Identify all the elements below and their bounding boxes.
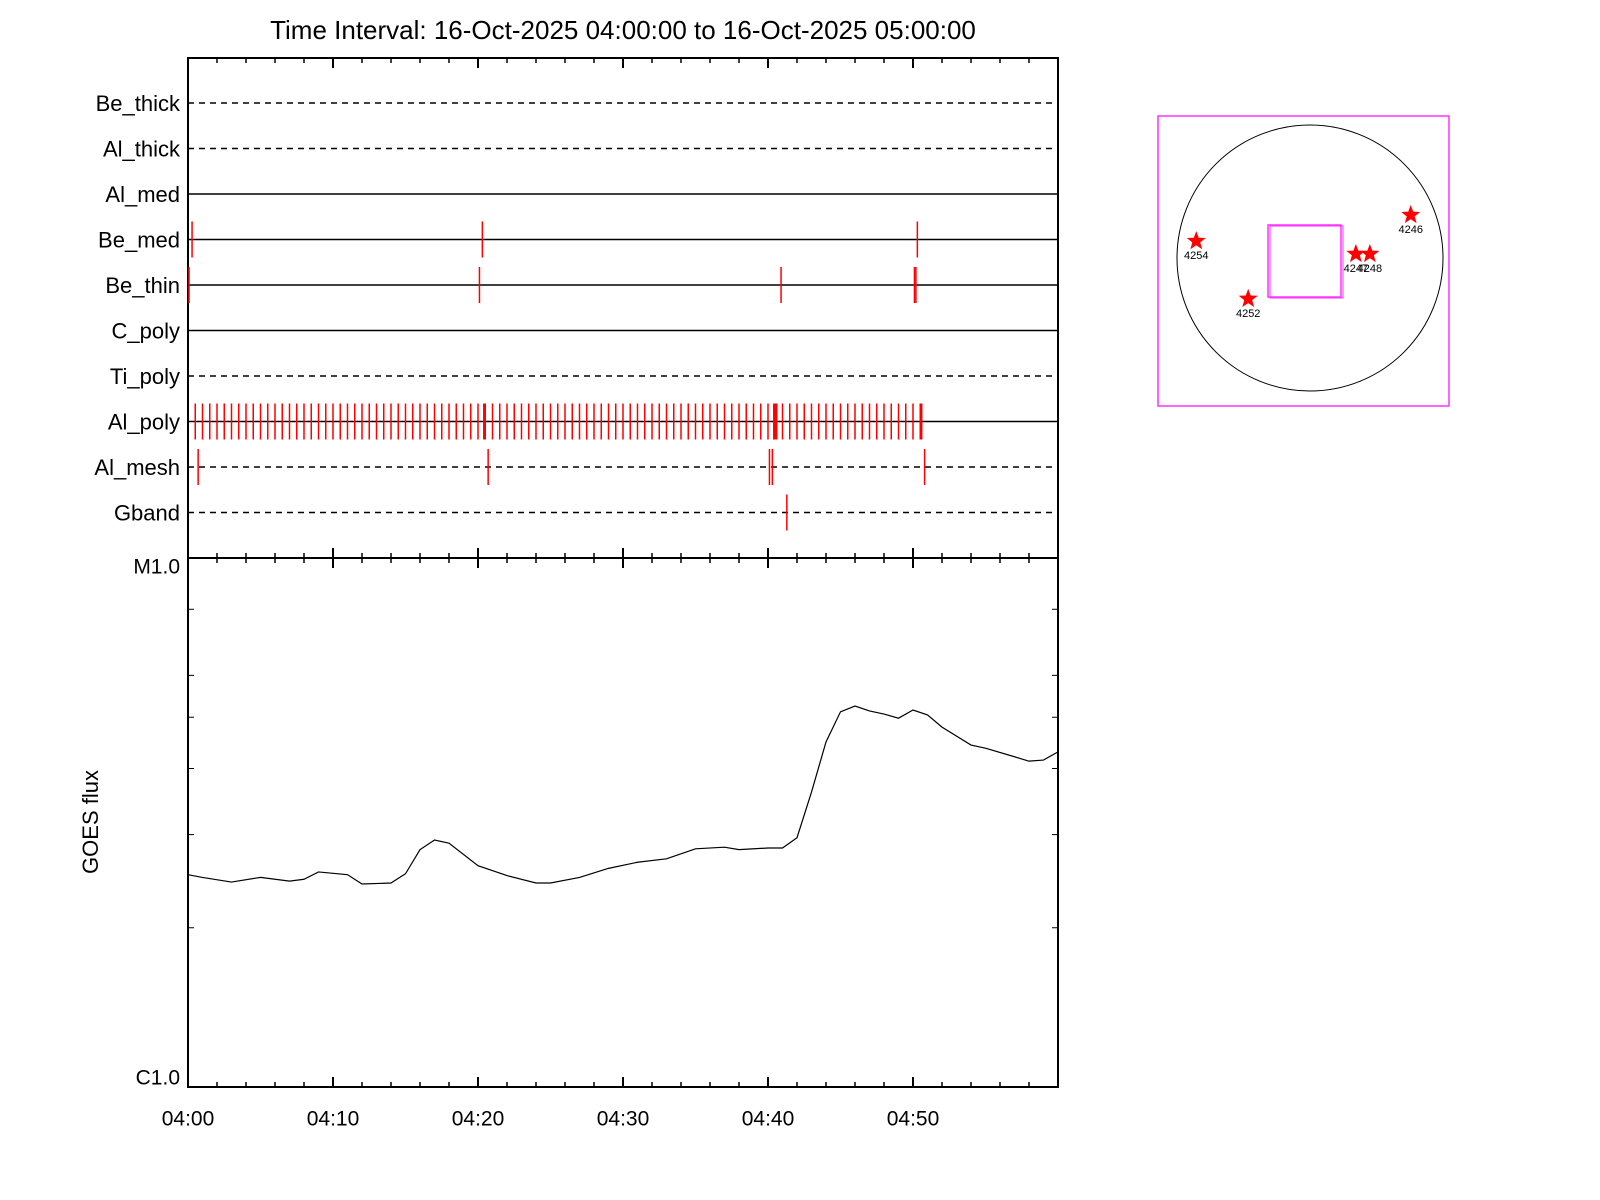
row-label: C_poly xyxy=(112,318,180,343)
region-label: 4248 xyxy=(1358,263,1382,275)
x-tick-label: 04:30 xyxy=(597,1108,650,1131)
row-label: Al_med xyxy=(105,182,180,207)
row-label: Be_thin xyxy=(105,273,180,298)
map-frame xyxy=(1157,115,1450,407)
solar-disk xyxy=(1176,124,1444,392)
row-label: Al_thick xyxy=(103,136,181,161)
flux-line xyxy=(187,705,1059,885)
region-marker xyxy=(1401,205,1421,224)
y-axis-title: GOES flux xyxy=(78,770,103,874)
x-tick-label: 04:40 xyxy=(742,1108,795,1131)
row-label: Al_poly xyxy=(108,409,180,434)
x-tick-label: 04:10 xyxy=(307,1108,360,1131)
region-marker xyxy=(1238,288,1258,307)
region-marker xyxy=(1346,243,1366,263)
region-label: 4246 xyxy=(1398,224,1422,236)
x-tick-label: 04:50 xyxy=(887,1108,940,1131)
region-label: 4252 xyxy=(1236,308,1260,320)
region-label: 4254 xyxy=(1184,250,1208,262)
region-marker xyxy=(1360,243,1380,263)
x-tick-label: 04:00 xyxy=(162,1108,215,1131)
chart-title: Time Interval: 16-Oct-2025 04:00:00 to 1… xyxy=(270,15,976,45)
region-label: 4247 xyxy=(1344,263,1368,275)
region-marker xyxy=(1186,231,1206,250)
x-tick-label: 04:20 xyxy=(452,1108,505,1131)
row-label: Be_med xyxy=(98,227,180,252)
fov-box xyxy=(1269,225,1344,299)
row-label: Gband xyxy=(114,500,180,525)
y-tick-label: C1.0 xyxy=(136,1067,180,1090)
y-tick-label: M1.0 xyxy=(133,556,180,579)
fov-box xyxy=(1267,224,1342,298)
row-label: Al_mesh xyxy=(94,455,180,480)
row-label: Ti_poly xyxy=(110,364,180,389)
row-label: Be_thick xyxy=(96,91,181,116)
